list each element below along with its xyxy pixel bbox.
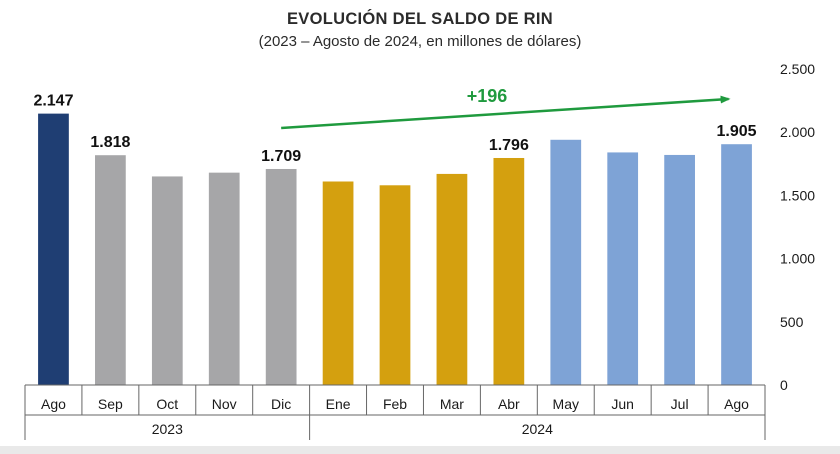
y-tick-label: 2.500 [780, 61, 815, 77]
bar-jul-11 [664, 154, 695, 385]
data-label: 1.796 [489, 137, 529, 154]
bar-dic-4 [265, 168, 297, 385]
category-label: Mar [440, 396, 464, 412]
footer-strip [0, 446, 840, 454]
category-label: Abr [498, 396, 520, 412]
category-label: Jul [671, 396, 689, 412]
data-label: 1.818 [90, 134, 130, 151]
bar-ago-12 [721, 144, 752, 385]
data-label: 1.905 [717, 123, 757, 140]
chart-subtitle: (2023 – Agosto de 2024, en millones de d… [258, 33, 582, 50]
bar-ene-5 [322, 181, 354, 385]
category-label: Oct [156, 396, 178, 412]
chart-title: EVOLUCIÓN DEL SALDO DE RIN [286, 10, 553, 28]
category-label: Sep [98, 396, 123, 412]
category-label: Jun [611, 396, 634, 412]
bar-jun-10 [607, 152, 639, 385]
bar-mar-7 [436, 173, 468, 385]
category-label: May [553, 396, 579, 412]
bar-nov-3 [208, 172, 240, 385]
category-label: Dic [271, 396, 291, 412]
y-tick-label: 1.500 [780, 187, 815, 203]
bar-oct-2 [151, 176, 183, 385]
trend-arrow [281, 95, 731, 130]
group-label-2024: 2024 [522, 421, 553, 437]
category-label: Ago [41, 396, 66, 412]
bar-abr-8 [493, 157, 525, 385]
data-label: 2.147 [33, 93, 73, 110]
category-label: Nov [212, 396, 237, 412]
category-label: Ene [326, 396, 351, 412]
bar-sep-1 [95, 155, 126, 385]
bar-feb-6 [379, 185, 411, 385]
trend-annotation: +196 [467, 86, 508, 106]
group-label-2023: 2023 [152, 421, 183, 437]
y-tick-label: 2.000 [780, 124, 815, 140]
category-label: Feb [383, 396, 407, 412]
category-label: Ago [724, 396, 749, 412]
bar-ago-0 [38, 113, 69, 385]
y-tick-label: 0 [780, 377, 788, 393]
y-tick-label: 500 [780, 314, 804, 330]
y-tick-label: 1.000 [780, 251, 815, 267]
data-label: 1.709 [261, 148, 301, 165]
bar-may-9 [550, 139, 582, 385]
